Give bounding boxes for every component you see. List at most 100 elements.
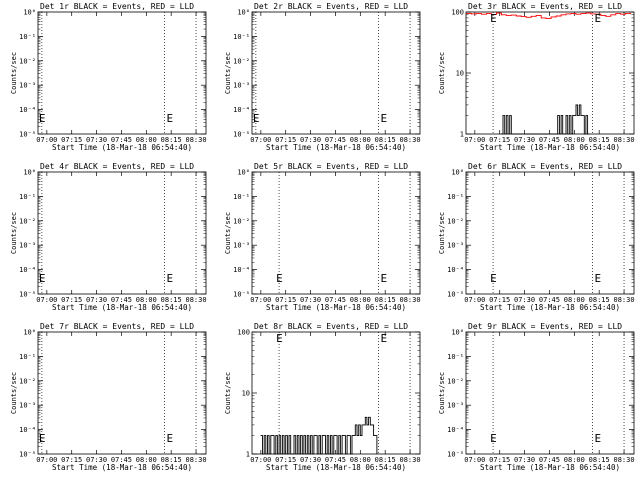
data-point xyxy=(560,115,562,117)
y-tick-label: 10⁰ xyxy=(23,329,36,337)
x-tick-label: 07:30 xyxy=(300,136,321,144)
y-tick-label: 10⁻² xyxy=(447,217,464,225)
data-point xyxy=(539,133,540,135)
data-point xyxy=(505,14,507,16)
data-point xyxy=(336,453,338,455)
data-point xyxy=(323,435,325,437)
data-point xyxy=(573,115,575,117)
y-axis-label: Counts/sec xyxy=(224,212,232,254)
plot-frame xyxy=(465,171,635,295)
data-point xyxy=(349,453,351,455)
data-point xyxy=(547,133,549,135)
panel-title: Det 6r BLACK = Events, RED = LLD xyxy=(468,162,622,171)
x-tick-label: 08:15 xyxy=(589,136,610,144)
data-point xyxy=(310,435,311,437)
data-point xyxy=(588,133,590,135)
data-point xyxy=(532,133,534,135)
data-point xyxy=(500,14,502,16)
data-point xyxy=(376,453,378,455)
y-tick-label: 10⁻⁴ xyxy=(19,266,36,274)
data-point xyxy=(338,435,340,437)
data-point xyxy=(374,435,376,437)
data-point xyxy=(575,13,577,15)
panel-title: Det 2r BLACK = Events, RED = LLD xyxy=(254,2,408,11)
data-point xyxy=(552,133,554,135)
y-tick-label: 10⁻¹ xyxy=(233,33,250,41)
data-point xyxy=(333,435,335,437)
y-tick-label: 10⁻⁴ xyxy=(233,266,250,274)
data-point xyxy=(515,133,517,135)
y-tick-label: 10⁻³ xyxy=(19,242,36,250)
data-point xyxy=(486,12,487,14)
panel-title: Det 7r BLACK = Events, RED = LLD xyxy=(40,322,194,331)
data-point xyxy=(530,15,532,17)
x-tick-label: 08:00 xyxy=(136,456,157,464)
data-point xyxy=(295,453,297,455)
data-point xyxy=(560,14,562,16)
y-axis-label: Counts/sec xyxy=(438,212,446,254)
data-point xyxy=(275,435,277,437)
data-point xyxy=(351,435,353,437)
x-tick-label: 07:45 xyxy=(325,296,346,304)
x-tick-label: 07:00 xyxy=(250,456,271,464)
data-point xyxy=(587,133,588,135)
x-tick-label: 08:00 xyxy=(136,296,157,304)
data-point xyxy=(554,133,555,135)
data-point xyxy=(260,435,262,437)
data-point xyxy=(590,13,592,15)
x-tick-label: 08:15 xyxy=(161,136,182,144)
data-point xyxy=(610,14,612,16)
x-axis-label: Start Time (18-Mar-18 06:54:40) xyxy=(266,303,406,312)
data-point xyxy=(306,435,308,437)
x-tick-label: 07:30 xyxy=(514,136,535,144)
y-tick-label: 10⁻³ xyxy=(19,402,36,410)
data-point xyxy=(600,14,602,16)
x-tick-label: 08:15 xyxy=(161,456,182,464)
data-point xyxy=(520,133,522,135)
data-point xyxy=(272,435,273,437)
data-point xyxy=(308,453,310,455)
data-point xyxy=(527,133,529,135)
data-point xyxy=(540,17,542,19)
event-marker-end: E xyxy=(167,272,174,285)
y-tick-label: 10⁻³ xyxy=(19,82,36,90)
data-point xyxy=(519,133,521,135)
y-tick-label: 10⁻⁵ xyxy=(447,291,464,299)
y-tick-label: 10⁻⁵ xyxy=(233,131,250,139)
x-tick-label: 07:15 xyxy=(275,296,296,304)
data-point xyxy=(270,435,272,437)
data-point xyxy=(315,435,316,437)
y-tick-label: 10⁻¹ xyxy=(447,353,464,361)
y-tick-label: 10⁻⁵ xyxy=(19,131,36,139)
data-point xyxy=(563,133,565,135)
y-tick-label: 1 xyxy=(460,131,464,139)
data-point xyxy=(353,435,355,437)
y-tick-label: 100 xyxy=(237,329,250,337)
y-tick-label: 10⁻⁴ xyxy=(233,106,250,114)
data-point xyxy=(578,104,580,106)
data-point xyxy=(615,13,617,15)
y-tick-label: 10⁻¹ xyxy=(233,193,250,201)
x-tick-label: 07:30 xyxy=(86,296,107,304)
data-point xyxy=(542,133,544,135)
data-point xyxy=(557,115,559,117)
x-tick-label: 07:15 xyxy=(275,456,296,464)
data-point xyxy=(373,435,374,437)
data-point xyxy=(262,453,263,455)
event-marker-start: E xyxy=(276,272,283,285)
x-axis-label: Start Time (18-Mar-18 06:54:40) xyxy=(480,463,620,472)
x-tick-label: 08:30 xyxy=(614,296,635,304)
x-tick-label: 08:15 xyxy=(375,136,396,144)
data-point xyxy=(305,453,307,455)
panel-det-1: Det 1r BLACK = Events, RED = LLD 07:00 07:… xyxy=(10,2,207,152)
data-point xyxy=(311,453,313,455)
event-marker-end: E xyxy=(381,332,388,345)
x-tick-label: 07:30 xyxy=(300,296,321,304)
event-marker-end: E xyxy=(595,12,602,25)
y-tick-label: 10⁻² xyxy=(233,57,250,65)
y-tick-label: 10⁻³ xyxy=(233,242,250,250)
data-point xyxy=(325,453,326,455)
y-tick-label: 10⁻⁵ xyxy=(19,291,36,299)
x-tick-label: 07:45 xyxy=(539,136,560,144)
